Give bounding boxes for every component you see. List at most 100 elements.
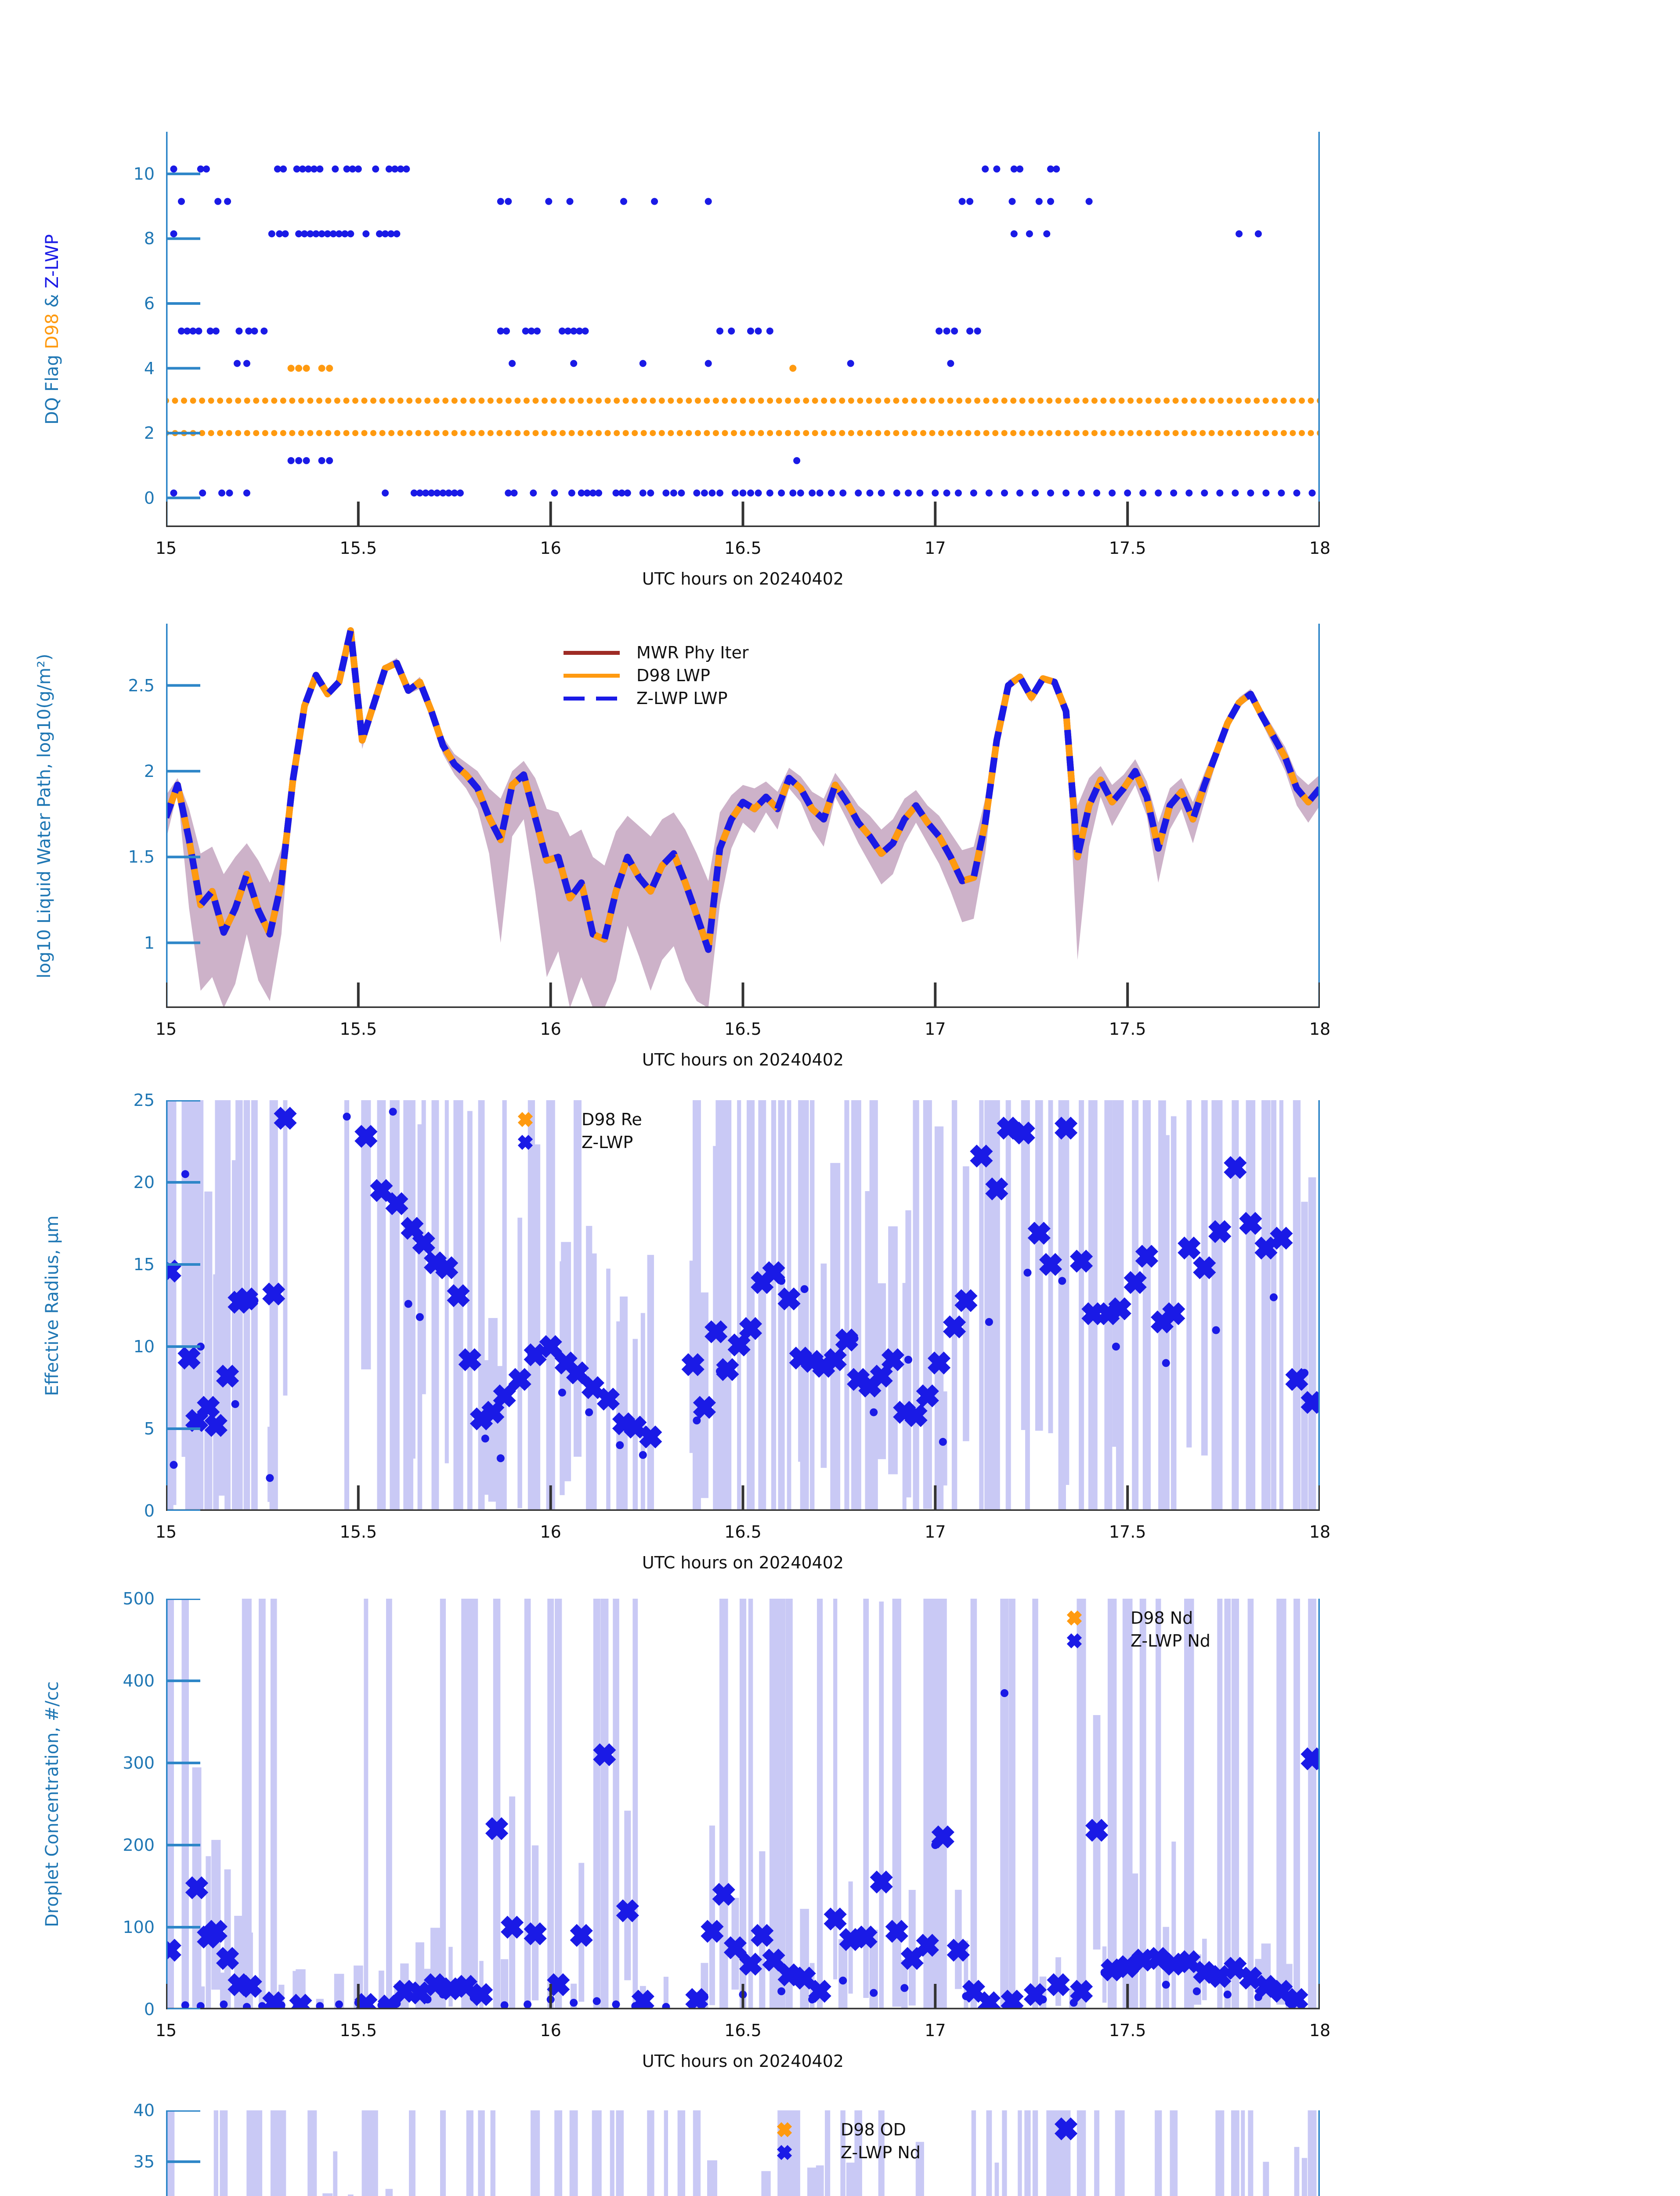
- small-data-dot: [870, 1989, 878, 1997]
- flag-dot: [1016, 165, 1023, 173]
- x-tick-label: 16.5: [724, 2021, 762, 2040]
- data-marker-x: [1270, 1227, 1293, 1250]
- x-tick-label: 17: [925, 1019, 946, 1039]
- error-bar: [215, 1100, 225, 1496]
- small-data-dot: [1058, 1277, 1066, 1285]
- flag-dot: [1308, 430, 1314, 437]
- flag-dot: [797, 489, 804, 497]
- flag-dot: [434, 489, 441, 497]
- data-marker-x: [685, 1988, 708, 2009]
- x-tick-label: 18: [1309, 1522, 1331, 1542]
- small-data-dot: [800, 1285, 809, 1293]
- flag-dot: [830, 430, 836, 437]
- flag-dot: [550, 397, 557, 404]
- flag-dot: [839, 489, 847, 497]
- flag-dot: [388, 430, 395, 437]
- flag-dot: [422, 489, 430, 497]
- legend-swatch: [509, 1131, 569, 1154]
- flag-dot: [966, 198, 974, 205]
- data-marker-x: [1254, 1975, 1278, 1998]
- flag-dot: [343, 397, 350, 404]
- flag-dot: [262, 430, 268, 437]
- x-tick-label: 16: [540, 2021, 561, 2040]
- error-bar: [269, 1100, 278, 1511]
- error-bar: [816, 2165, 824, 2196]
- flag-dot: [1047, 165, 1054, 173]
- flag-dot: [415, 430, 422, 437]
- flag-dot: [206, 327, 214, 335]
- flag-dot: [189, 327, 197, 335]
- flag-dot: [550, 430, 557, 437]
- panel-dq-flag: 0 2 4 6 8 10 15 15.5 16 16.5 17 17.5 18 UTC hours on …: [0, 132, 1680, 632]
- flag-dot: [1185, 489, 1193, 497]
- flag-dot: [983, 430, 990, 437]
- x-tick-label: 16.5: [724, 1019, 762, 1039]
- flag-dot: [1118, 430, 1125, 437]
- flag-dot: [884, 397, 890, 404]
- data-marker-x: [1193, 1961, 1216, 1984]
- flag-dot: [558, 327, 566, 335]
- flag-dot: [505, 397, 512, 404]
- y-tick-label: 35: [133, 2152, 155, 2171]
- flag-dot: [658, 397, 665, 404]
- error-bar: [1112, 1100, 1120, 1447]
- error-bar: [869, 1100, 878, 1511]
- data-marker-x: [777, 1287, 801, 1311]
- flag-dot: [1244, 397, 1251, 404]
- flag-dot: [848, 430, 854, 437]
- legend-label: MWR Phy Iter: [636, 643, 749, 662]
- flag-dot: [1073, 397, 1080, 404]
- flag-dot: [217, 397, 224, 404]
- flag-dot: [758, 430, 764, 437]
- flag-dot: [722, 397, 728, 404]
- small-data-dot: [481, 1434, 489, 1443]
- flag-dot: [234, 360, 241, 367]
- error-bar: [800, 1100, 809, 1511]
- error-bar: [198, 1100, 204, 1511]
- small-data-dot: [777, 1987, 786, 1995]
- data-marker-x: [1070, 1979, 1093, 2003]
- small-data-dot: [524, 2000, 532, 2008]
- flag-dot: [905, 489, 912, 497]
- panel-effective-radius: 0 5 10 15 20 25 15 15.5 16 16.5 17 17.5 18 UTC hours …: [0, 1091, 1680, 1616]
- flag-dot: [1053, 165, 1060, 173]
- flag-dot: [966, 327, 974, 335]
- small-data-dot: [900, 1984, 909, 1992]
- flag-dot: [295, 365, 303, 372]
- data-marker-x: [1162, 1302, 1185, 1326]
- error-bar: [879, 1601, 884, 2009]
- error-bar: [1224, 1599, 1231, 2008]
- flag-dot: [1208, 397, 1215, 404]
- flag-dot: [582, 327, 589, 335]
- flag-dot: [1008, 198, 1016, 205]
- error-bar: [500, 1959, 509, 2009]
- error-bar: [532, 1845, 539, 2001]
- y-tick-label: 5: [144, 1419, 155, 1438]
- error-bar: [440, 2110, 446, 2196]
- flag-dot: [614, 430, 620, 437]
- error-bar: [693, 1100, 701, 1511]
- error-bar: [546, 1100, 555, 1511]
- error-bar: [469, 1599, 478, 2009]
- flag-dot: [947, 360, 954, 367]
- data-marker-x: [239, 1975, 262, 1998]
- flag-dot: [280, 430, 286, 437]
- flag-dot: [878, 489, 885, 497]
- flag-dot: [678, 489, 685, 497]
- flag-dot: [424, 430, 431, 437]
- flag-dot: [1124, 489, 1131, 497]
- flag-dot: [318, 230, 325, 238]
- flag-dot: [766, 327, 773, 335]
- flag-dot: [1046, 397, 1053, 404]
- flag-dot: [570, 360, 578, 367]
- data-marker-x: [204, 1414, 228, 1437]
- flag-dot: [1278, 489, 1285, 497]
- small-data-dot: [316, 2002, 324, 2009]
- flag-dot: [1254, 230, 1262, 238]
- error-bar: [624, 1810, 631, 1980]
- flag-dot: [732, 489, 739, 497]
- flag-dot: [343, 430, 350, 437]
- flag-dot: [184, 327, 191, 335]
- flag-dot: [920, 397, 926, 404]
- error-bar: [440, 1599, 446, 2009]
